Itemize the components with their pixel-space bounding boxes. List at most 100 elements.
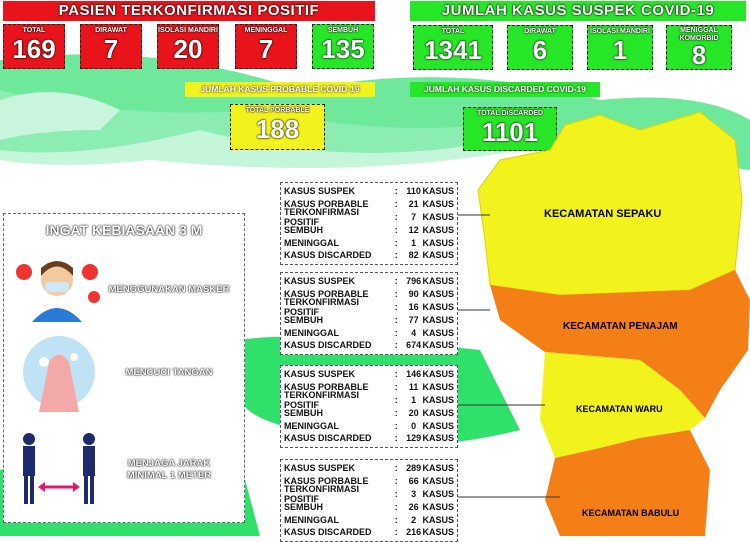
label: MENINGGAL xyxy=(244,27,288,34)
colon: : xyxy=(394,276,398,287)
label: MENIGGAL KOMORBID xyxy=(679,27,719,42)
row-label: KASUS DISCARDED xyxy=(284,433,372,444)
colon: : xyxy=(394,463,398,474)
row-unit: KASUS xyxy=(422,476,454,487)
colon: : xyxy=(394,407,398,418)
row-unit: KASUS xyxy=(422,314,454,325)
row-label: TERKONFIRMASI POSITIF xyxy=(284,484,359,504)
row-label: KASUS DISCARDED xyxy=(284,250,372,261)
suspect-isolasi-box: ISOLASI MANDIRI 1 xyxy=(587,25,653,70)
table-row: MENINGGAL: 0 KASUS xyxy=(284,419,454,432)
row-value: 7 xyxy=(411,211,417,222)
row-label: KASUS PORBABLE xyxy=(284,382,369,393)
colon: : xyxy=(394,433,398,444)
row-label: MENINGGAL xyxy=(284,327,339,338)
district-label-penajam: KECAMATAN PENAJAM xyxy=(563,321,678,332)
colon: : xyxy=(394,527,398,538)
row-label: KASUS SUSPEK xyxy=(284,369,356,380)
row-label: KASUS PORBABLE xyxy=(284,289,369,300)
row-value: 4 xyxy=(411,327,417,338)
probable-title: JUMLAH KASUS PROBABLE COVID-19 xyxy=(185,82,375,97)
table-row: MENINGGAL: 1 KASUS xyxy=(284,236,454,249)
row-unit: KASUS xyxy=(422,433,454,444)
table-row: SEMBUH:20 KASUS xyxy=(284,406,454,419)
value: 1 xyxy=(612,35,628,65)
district-label-babulu: KECAMATAN BABULU xyxy=(582,508,680,518)
colon: : xyxy=(394,186,398,197)
table-row: KASUS SUSPEK:110 KASUS xyxy=(284,185,454,198)
colon: : xyxy=(394,237,398,248)
row-value: 77 xyxy=(408,314,419,325)
row-label: KASUS DISCARDED xyxy=(284,340,372,351)
colon: : xyxy=(394,327,398,338)
colon: : xyxy=(394,382,398,393)
row-value: 11 xyxy=(408,382,419,393)
colon: : xyxy=(394,301,398,312)
habits-panel: INGAT KEBIASAAN 3 M MENGGUNAKAN MASKER M… xyxy=(3,213,245,523)
row-unit: KASUS xyxy=(422,327,454,338)
table-row: TERKONFIRMASI POSITIF: 7 KASUS xyxy=(284,207,454,227)
table-row: TERKONFIRMASI POSITIF:16 KASUS xyxy=(284,297,454,317)
row-unit: KASUS xyxy=(422,186,454,197)
row-label: TERKONFIRMASI POSITIF xyxy=(284,390,359,410)
map-sepaku xyxy=(477,111,743,296)
confirmed-dirawat-box: DIRAWAT 7 xyxy=(80,24,142,69)
row-unit: KASUS xyxy=(422,369,454,380)
row-value: 796 xyxy=(406,276,422,287)
row-unit: KASUS xyxy=(422,301,454,312)
label: ISOLASI MANDIRI xyxy=(590,28,650,35)
district-stats-table: KASUS SUSPEK:796 KASUS KASUS PORBABLE:90 KA… xyxy=(280,272,458,355)
colon: : xyxy=(394,369,398,380)
table-row: SEMBUH:26 KASUS xyxy=(284,500,454,513)
label: DIRAWAT xyxy=(95,27,127,34)
label: TOTAL DISCARDED xyxy=(476,110,544,117)
table-row: KASUS DISCARDED:82 KASUS xyxy=(284,249,454,262)
row-value: 26 xyxy=(408,501,419,512)
colon: : xyxy=(394,250,398,261)
table-row: KASUS PORBABLE:90 KASUS xyxy=(284,288,454,301)
row-label: MENINGGAL xyxy=(284,237,339,248)
value: 1101 xyxy=(481,117,539,147)
value: 169 xyxy=(12,34,56,64)
row-unit: KASUS xyxy=(422,420,454,431)
habit-distance: MENJAGA JARAK MINIMAL 1 METER xyxy=(126,458,212,481)
row-label: SEMBUH xyxy=(284,224,324,235)
colon: : xyxy=(394,488,398,499)
value: 8 xyxy=(691,40,707,70)
district-stats-table: KASUS SUSPEK:289 KASUS KASUS PORBABLE:66 KA… xyxy=(280,459,458,542)
colon: : xyxy=(394,501,398,512)
suspect-title: JUMLAH KASUS SUSPEK COVID-19 xyxy=(410,1,746,21)
row-unit: KASUS xyxy=(422,488,454,499)
row-value: 2 xyxy=(411,514,417,525)
row-value: 3 xyxy=(411,488,417,499)
social-distance-icon xyxy=(23,433,95,504)
table-row: MENINGGAL: 2 KASUS xyxy=(284,513,454,526)
value: 20 xyxy=(173,34,203,64)
suspect-dirawat-box: DIRAWAT 6 xyxy=(507,25,573,70)
confirmed-total-box: TOTAL 169 xyxy=(3,24,65,69)
colon: : xyxy=(394,199,398,210)
confirmed-title: PASIEN TERKONFIRMASI POSITIF xyxy=(3,1,375,21)
table-row: TERKONFIRMASI POSITIF: 3 KASUS xyxy=(284,484,454,504)
row-unit: KASUS xyxy=(422,276,454,287)
row-unit: KASUS xyxy=(422,289,454,300)
row-label: SEMBUH xyxy=(284,314,324,325)
hand-wash-icon xyxy=(23,336,95,412)
colon: : xyxy=(394,314,398,325)
table-row: KASUS DISCARDED:674 KASUS xyxy=(284,339,454,352)
row-value: 289 xyxy=(406,463,422,474)
row-unit: KASUS xyxy=(422,514,454,525)
value: 7 xyxy=(258,34,274,64)
row-value: 1 xyxy=(411,394,417,405)
row-label: SEMBUH xyxy=(284,501,324,512)
confirmed-sembuh-box: SEMBUH 135 xyxy=(312,24,374,69)
colon: : xyxy=(394,420,398,431)
row-unit: KASUS xyxy=(422,501,454,512)
row-value: 90 xyxy=(408,289,419,300)
row-label: KASUS SUSPEK xyxy=(284,186,356,197)
row-unit: KASUS xyxy=(422,394,454,405)
row-unit: KASUS xyxy=(422,463,454,474)
colon: : xyxy=(394,224,398,235)
row-label: KASUS PORBABLE xyxy=(284,199,369,210)
